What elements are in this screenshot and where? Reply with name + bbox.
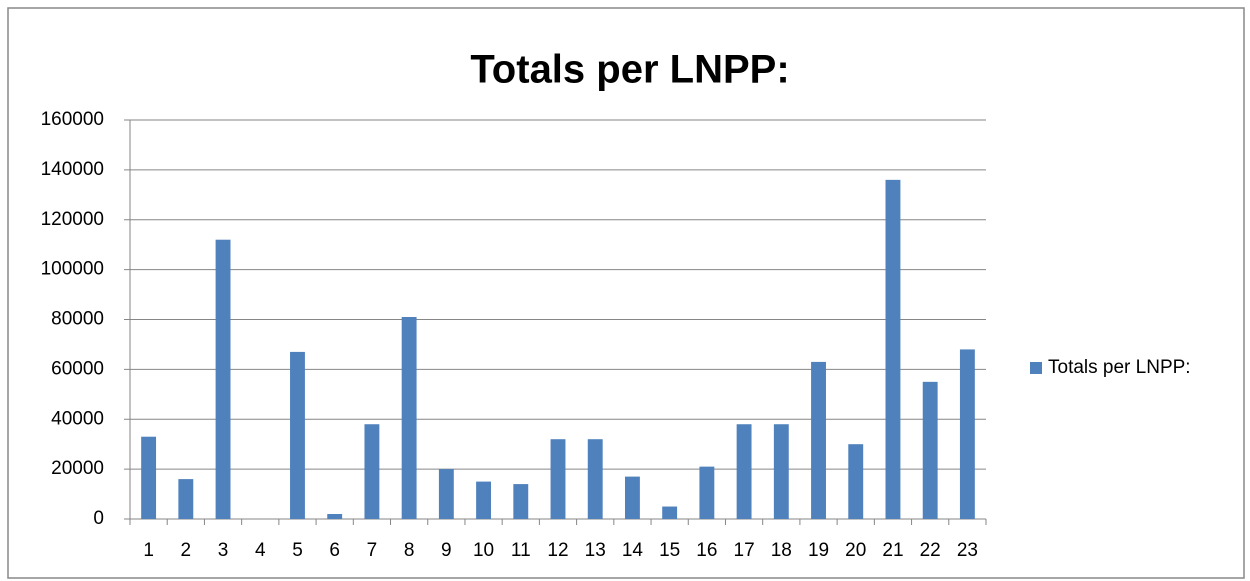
y-tick-label: 140000 bbox=[41, 159, 104, 180]
x-tick-label: 16 bbox=[696, 540, 717, 561]
bar bbox=[364, 424, 380, 519]
x-tick-label: 9 bbox=[441, 540, 452, 561]
y-tick-label: 60000 bbox=[51, 358, 104, 379]
x-tick-label: 14 bbox=[622, 540, 644, 561]
bar bbox=[662, 506, 678, 519]
bar bbox=[885, 179, 901, 519]
legend-label: Totals per LNPP: bbox=[1048, 357, 1191, 378]
x-tick-label: 8 bbox=[404, 540, 415, 561]
bar bbox=[587, 439, 603, 519]
bar bbox=[699, 466, 715, 519]
x-tick-label: 6 bbox=[329, 540, 340, 561]
x-tick-label: 19 bbox=[808, 540, 829, 561]
x-tick-label: 10 bbox=[473, 540, 494, 561]
x-tick-label: 5 bbox=[292, 540, 303, 561]
x-tick-label: 18 bbox=[771, 540, 792, 561]
bar bbox=[922, 381, 938, 519]
y-tick-label: 20000 bbox=[51, 458, 104, 479]
bar bbox=[178, 479, 194, 519]
y-tick-label: 100000 bbox=[41, 259, 104, 280]
y-tick-label: 120000 bbox=[41, 209, 104, 230]
x-tick-label: 12 bbox=[547, 540, 568, 561]
bar bbox=[141, 436, 157, 519]
bar bbox=[290, 351, 305, 519]
x-tick-label: 20 bbox=[845, 540, 866, 561]
bar bbox=[736, 424, 752, 519]
bar bbox=[476, 481, 492, 519]
bar bbox=[811, 361, 826, 519]
x-tick-label: 7 bbox=[367, 540, 378, 561]
bar bbox=[438, 469, 454, 519]
y-tick-label: 80000 bbox=[51, 309, 104, 330]
bar bbox=[513, 484, 529, 519]
bar bbox=[624, 476, 640, 519]
chart-title: Totals per LNPP: bbox=[470, 48, 789, 92]
bar bbox=[848, 444, 864, 519]
x-tick-label: 22 bbox=[920, 540, 941, 561]
x-tick-label: 11 bbox=[511, 540, 531, 561]
bar bbox=[327, 514, 343, 519]
legend-swatch bbox=[1030, 362, 1042, 374]
x-tick-label: 2 bbox=[181, 540, 192, 561]
bar bbox=[550, 439, 566, 519]
y-tick-label: 40000 bbox=[51, 408, 104, 429]
x-tick-label: 1 bbox=[143, 540, 154, 561]
x-tick-label: 15 bbox=[659, 540, 680, 561]
bar bbox=[773, 424, 789, 519]
x-tick-label: 17 bbox=[734, 540, 755, 561]
x-tick-label: 4 bbox=[255, 540, 266, 561]
bar bbox=[959, 349, 975, 519]
bar bbox=[401, 317, 417, 519]
y-tick-label: 160000 bbox=[41, 109, 104, 130]
bar bbox=[215, 239, 231, 519]
x-tick-label: 21 bbox=[882, 540, 903, 561]
y-tick-label: 0 bbox=[93, 508, 104, 529]
x-tick-label: 13 bbox=[585, 540, 606, 561]
x-tick-label: 3 bbox=[218, 540, 229, 561]
x-tick-label: 23 bbox=[957, 540, 978, 561]
